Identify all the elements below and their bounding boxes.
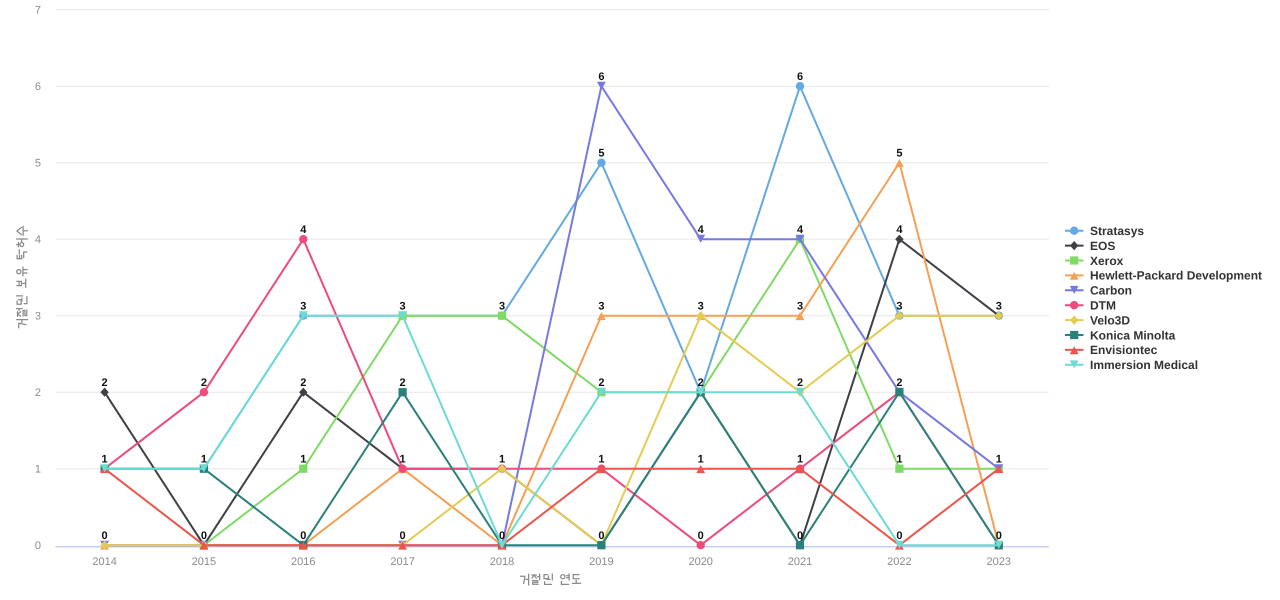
svg-text:Immersion Medical: Immersion Medical [1090,358,1198,372]
svg-text:3: 3 [598,301,604,313]
svg-text:1: 1 [698,454,704,466]
svg-text:1: 1 [896,454,902,466]
svg-text:1: 1 [797,454,803,466]
svg-text:1: 1 [996,454,1002,466]
svg-text:3: 3 [896,301,902,313]
svg-text:4: 4 [797,224,804,236]
svg-text:0: 0 [102,530,108,542]
svg-text:3: 3 [35,311,41,323]
svg-text:1: 1 [499,454,505,466]
svg-text:DTM: DTM [1090,299,1116,313]
svg-text:7: 7 [35,5,41,17]
svg-text:2: 2 [400,377,406,389]
svg-text:2: 2 [35,387,41,399]
svg-text:3: 3 [797,301,803,313]
svg-text:2023: 2023 [987,556,1011,568]
svg-text:5: 5 [896,148,902,160]
svg-text:4: 4 [896,224,903,236]
svg-text:2: 2 [797,377,803,389]
svg-text:0: 0 [598,530,604,542]
svg-text:2: 2 [698,377,704,389]
svg-text:Xerox: Xerox [1090,254,1124,268]
svg-text:Stratasys: Stratasys [1090,224,1144,238]
svg-text:6: 6 [35,81,41,93]
svg-text:2014: 2014 [92,556,116,568]
svg-text:0: 0 [201,530,207,542]
svg-text:0: 0 [896,530,902,542]
svg-text:2019: 2019 [589,556,613,568]
svg-text:Hewlett-Packard Development: Hewlett-Packard Development [1090,269,1262,283]
svg-text:1: 1 [300,454,306,466]
svg-text:Envisiontec: Envisiontec [1090,343,1158,357]
svg-text:2017: 2017 [390,556,414,568]
svg-text:6: 6 [797,71,803,83]
svg-text:Konica Minolta: Konica Minolta [1090,328,1176,342]
svg-text:3: 3 [698,301,704,313]
svg-text:0: 0 [499,530,505,542]
svg-text:2022: 2022 [887,556,911,568]
svg-text:2018: 2018 [490,556,514,568]
svg-text:5: 5 [598,148,604,160]
svg-text:2: 2 [201,377,207,389]
svg-text:5: 5 [35,158,41,170]
svg-text:2021: 2021 [788,556,812,568]
svg-text:Carbon: Carbon [1090,284,1132,298]
svg-text:1: 1 [400,454,406,466]
svg-text:6: 6 [598,71,604,83]
svg-text:4: 4 [300,224,307,236]
svg-text:2020: 2020 [688,556,712,568]
svg-text:4: 4 [698,224,705,236]
svg-text:2: 2 [896,377,902,389]
svg-text:4: 4 [35,234,41,246]
svg-text:1: 1 [35,464,41,476]
svg-text:1: 1 [201,454,207,466]
svg-text:0: 0 [35,540,41,552]
svg-text:3: 3 [300,301,306,313]
svg-text:2015: 2015 [192,556,216,568]
svg-text:2: 2 [102,377,108,389]
svg-text:3: 3 [499,301,505,313]
svg-text:0: 0 [400,530,406,542]
svg-text:0: 0 [996,530,1002,542]
svg-text:EOS: EOS [1090,239,1115,253]
svg-text:2016: 2016 [291,556,315,568]
svg-text:1: 1 [598,454,604,466]
svg-text:2: 2 [300,377,306,389]
svg-text:Velo3D: Velo3D [1090,313,1130,327]
svg-text:3: 3 [996,301,1002,313]
svg-text:0: 0 [698,530,704,542]
svg-text:0: 0 [300,530,306,542]
svg-text:3: 3 [400,301,406,313]
svg-text:0: 0 [797,530,803,542]
svg-text:2: 2 [598,377,604,389]
svg-text:1: 1 [102,454,108,466]
